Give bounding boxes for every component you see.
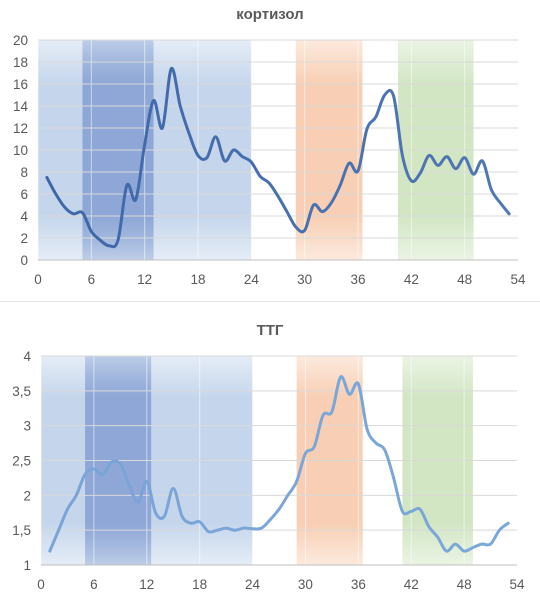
x-tick-label: 54: [509, 577, 525, 592]
series-line: [48, 375, 510, 553]
x-tick-label: 48: [457, 272, 472, 287]
chart-title: ТТГ: [256, 322, 284, 339]
y-tick-label: 2: [20, 231, 28, 246]
x-tick-label: 36: [351, 577, 366, 592]
x-tick-label: 24: [244, 272, 260, 287]
x-tick-label: 12: [139, 577, 154, 592]
x-tick-label: 6: [90, 577, 98, 592]
x-tick-label: 48: [457, 577, 472, 592]
chart-title: кортизол: [236, 6, 304, 23]
y-tick-label: 2,5: [12, 454, 31, 469]
y-tick-label: 20: [13, 33, 28, 48]
x-tick-label: 12: [137, 272, 152, 287]
cortisol-chart: кортизол 0 6 12 18 24 30 36 42 48 54 0 2 4 6 8 10 12 14 16…: [0, 0, 540, 300]
x-tick-label: 0: [34, 272, 42, 287]
y-tick-label: 4: [23, 349, 31, 364]
chart-divider: [0, 301, 540, 302]
tsh-plot: 0 6 12 18 24 30 36 42 48 54 1 1,5 2 2,5 3 3,5 4: [12, 349, 525, 592]
y-tick-label: 3: [23, 419, 31, 434]
x-tick-label: 30: [298, 577, 313, 592]
x-tick-label: 0: [37, 577, 45, 592]
x-tick-label: 24: [245, 577, 261, 592]
x-tick-label: 18: [190, 272, 205, 287]
x-tick-label: 36: [350, 272, 365, 287]
y-tick-label: 4: [20, 209, 28, 224]
y-tick-label: 6: [20, 187, 28, 202]
y-tick-label: 12: [13, 121, 28, 136]
tsh-chart: ТТГ 0 6 12 18 24 30 36 42 48 54 1 1,5 2 2,5 3 3,5 4: [0, 308, 540, 615]
x-tick-label: 30: [297, 272, 312, 287]
x-tick-label: 42: [404, 272, 419, 287]
y-tick-label: 0: [20, 253, 28, 268]
x-tick-label: 42: [404, 577, 419, 592]
y-tick-label: 1,5: [12, 523, 31, 538]
y-tick-label: 1: [23, 558, 31, 573]
y-tick-label: 14: [13, 99, 29, 114]
y-tick-label: 2: [23, 488, 31, 503]
y-tick-label: 8: [20, 165, 28, 180]
y-tick-label: 16: [13, 77, 28, 92]
x-tick-label: 6: [88, 272, 96, 287]
x-tick-label: 54: [510, 272, 526, 287]
y-tick-label: 3,5: [12, 384, 31, 399]
y-tick-label: 10: [13, 143, 28, 158]
series-line: [45, 67, 511, 249]
x-tick-label: 18: [192, 577, 207, 592]
y-tick-label: 18: [13, 55, 28, 70]
